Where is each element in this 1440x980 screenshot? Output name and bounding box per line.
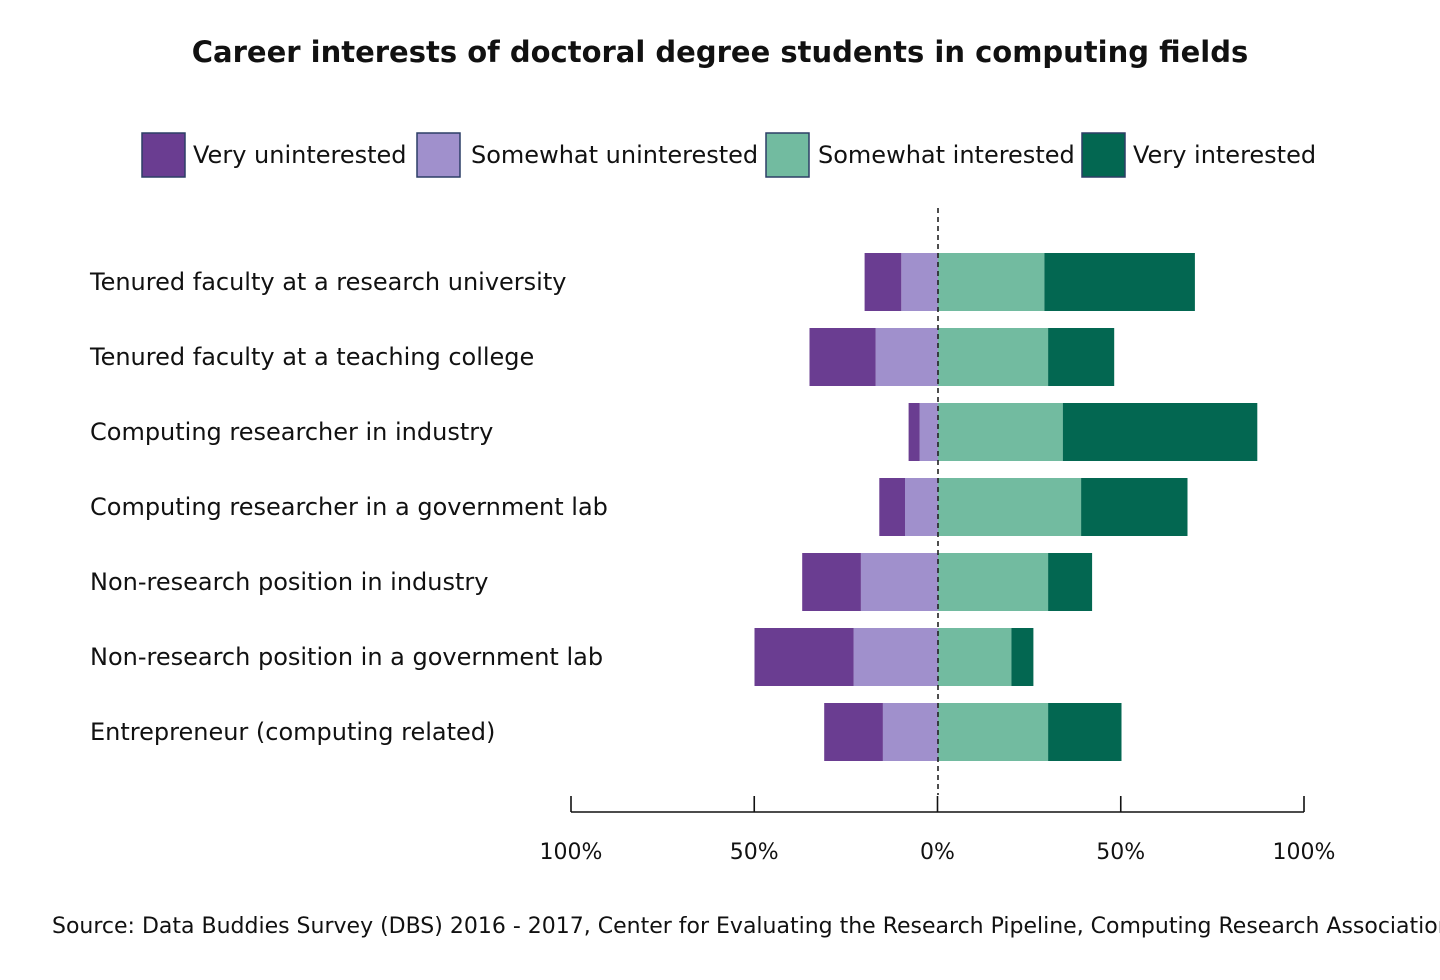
legend-swatch: [1081, 132, 1126, 178]
category-label: Tenured faculty at a research university: [89, 268, 566, 296]
legend-swatch: [416, 132, 461, 178]
bar-segment: [1011, 628, 1034, 686]
x-tick-label: 50%: [1096, 840, 1145, 865]
bar-segment: [754, 628, 854, 686]
bar-segment: [938, 328, 1049, 386]
bar-segment: [1048, 553, 1093, 611]
bar-segment: [879, 478, 905, 536]
bar-segment: [919, 403, 938, 461]
category-label: Computing researcher in a government lab: [90, 493, 608, 521]
bar-segment: [938, 553, 1049, 611]
bars: [754, 253, 1258, 761]
bar-segment: [938, 403, 1063, 461]
bar-segment: [1048, 328, 1115, 386]
category-label: Non-research position in a government la…: [90, 643, 603, 671]
bar-segment: [802, 553, 861, 611]
bar-segment: [853, 628, 938, 686]
legend-swatch: [765, 132, 810, 178]
bar-segment: [905, 478, 938, 536]
bar-segment: [908, 403, 920, 461]
bar-segment: [1081, 478, 1188, 536]
chart-title: Career interests of doctoral degree stud…: [192, 35, 1249, 69]
category-label: Entrepreneur (computing related): [90, 718, 495, 746]
bar-segment: [1044, 253, 1195, 311]
bar-segment: [809, 328, 876, 386]
legend-label: Somewhat interested: [818, 141, 1075, 169]
legend: Very uninterested Somewhat uninterested So…: [141, 132, 1316, 178]
bar-segment: [1062, 403, 1258, 461]
legend-swatch: [141, 132, 186, 178]
bar-segment: [938, 628, 1012, 686]
bar-segment: [860, 553, 938, 611]
bar-segment: [901, 253, 938, 311]
bar-segment: [875, 328, 938, 386]
bar-segment: [938, 478, 1082, 536]
legend-label: Somewhat uninterested: [471, 141, 758, 169]
bar-segment: [864, 253, 902, 311]
x-tick-label: 100%: [1273, 840, 1336, 865]
category-label: Tenured faculty at a teaching college: [89, 343, 534, 371]
category-labels: Tenured faculty at a research university…: [89, 268, 608, 746]
x-tick-label: 100%: [540, 840, 603, 865]
bar-segment: [938, 703, 1049, 761]
bar-segment: [824, 703, 883, 761]
category-label: Non-research position in industry: [90, 568, 488, 596]
category-label: Computing researcher in industry: [90, 418, 493, 446]
legend-label: Very interested: [1133, 141, 1316, 169]
legend-label: Very uninterested: [193, 141, 407, 169]
bar-segment: [1048, 703, 1122, 761]
bar-segment: [883, 703, 938, 761]
bar-segment: [938, 253, 1045, 311]
x-axis: 100% 50% 0% 50% 100%: [540, 796, 1336, 865]
source-note: Source: Data Buddies Survey (DBS) 2016 -…: [52, 914, 1440, 939]
x-tick-label: 50%: [730, 840, 779, 865]
x-tick-label: 0%: [920, 840, 955, 865]
